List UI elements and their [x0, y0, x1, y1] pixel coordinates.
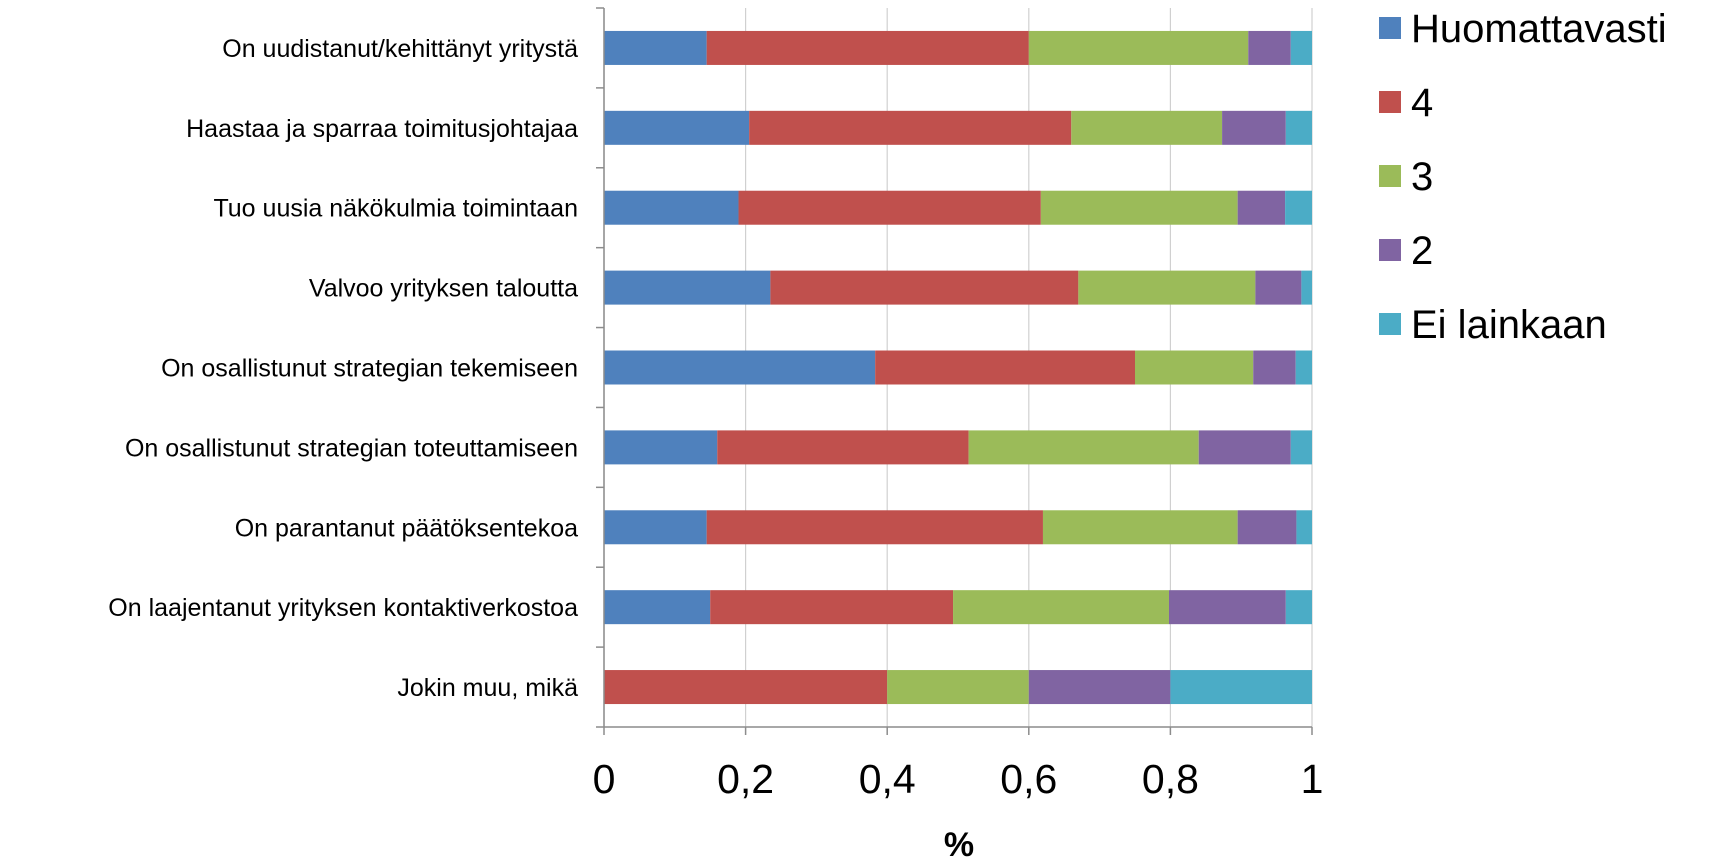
bar-segment-1-3: [1222, 110, 1286, 145]
bar-segment-3-1: [770, 270, 1079, 305]
bar-segment-8-2: [887, 670, 1029, 705]
bar-segment-2-3: [1237, 190, 1286, 225]
category-label-4: On osallistunut strategian tekemiseen: [161, 355, 578, 383]
bar-segment-4-2: [1135, 350, 1254, 385]
bar-segment-8-4: [1170, 670, 1312, 705]
bar-segment-6-4: [1296, 510, 1312, 545]
legend-label-4: Ei lainkaan: [1411, 303, 1607, 347]
category-label-7: On laajentanut yrityksen kontaktiverkost…: [108, 594, 578, 622]
legend-swatch-3: [1379, 239, 1401, 261]
bar-segment-8-1: [604, 670, 888, 705]
bar-segment-5-4: [1290, 430, 1312, 465]
bar-segment-1-4: [1285, 110, 1312, 145]
bar-segment-2-1: [738, 190, 1041, 225]
bar-segment-6-3: [1237, 510, 1297, 545]
legend-swatch-0: [1379, 17, 1401, 39]
bars-group: [604, 30, 1312, 705]
legend-label-2: 3: [1411, 155, 1433, 199]
bar-segment-2-4: [1285, 190, 1312, 225]
legend-swatch-4: [1379, 313, 1401, 335]
category-label-2: Tuo uusia näkökulmia toimintaan: [213, 195, 578, 223]
bar-segment-1-0: [604, 110, 750, 145]
bar-segment-0-2: [1028, 30, 1249, 65]
bar-segment-3-2: [1078, 270, 1256, 305]
bar-segment-4-4: [1295, 350, 1312, 385]
bar-segment-4-3: [1253, 350, 1296, 385]
bar-segment-1-1: [749, 110, 1072, 145]
x-axis-title: %: [944, 826, 974, 864]
category-label-3: Valvoo yrityksen taloutta: [309, 275, 578, 303]
legend-label-0: Huomattavasti: [1411, 7, 1667, 51]
bar-segment-7-2: [953, 590, 1169, 625]
bar-segment-7-3: [1168, 590, 1286, 625]
bar-segment-6-0: [604, 510, 707, 545]
bar-segment-7-1: [710, 590, 954, 625]
x-tick-label-1: 0,2: [717, 756, 774, 802]
legend-swatch-1: [1379, 91, 1401, 113]
bar-segment-3-3: [1255, 270, 1302, 305]
bar-segment-7-4: [1285, 590, 1312, 625]
tick-labels-group: 0 0,2 0,4 0,6 0,8 1: [593, 756, 1324, 802]
legend-group: Huomattavasti 4 3 2 Ei lainkaan: [1379, 7, 1667, 347]
bar-segment-2-2: [1040, 190, 1238, 225]
category-label-8: Jokin muu, mikä: [397, 674, 578, 702]
bar-segment-3-4: [1301, 270, 1312, 305]
bar-segment-1-2: [1071, 110, 1223, 145]
category-label-5: On osallistunut strategian toteuttamisee…: [125, 434, 578, 462]
bar-segment-6-2: [1042, 510, 1238, 545]
bar-segment-3-0: [604, 270, 771, 305]
category-labels-group: On uudistanut/kehittänyt yritystä Haastaa…: [108, 35, 578, 702]
bar-segment-8-3: [1028, 670, 1171, 705]
bar-segment-4-0: [604, 350, 876, 385]
legend-label-3: 2: [1411, 229, 1433, 273]
bar-segment-0-0: [604, 30, 707, 65]
bar-segment-4-1: [875, 350, 1135, 385]
legend-swatch-2: [1379, 165, 1401, 187]
x-tick-label-5: 1: [1301, 756, 1324, 802]
x-tick-label-0: 0: [593, 756, 616, 802]
bar-segment-5-0: [604, 430, 718, 465]
x-tick-label-3: 0,6: [1000, 756, 1057, 802]
bar-segment-0-4: [1290, 30, 1312, 65]
bar-segment-7-0: [604, 590, 711, 625]
axes-group: [596, 7, 1313, 735]
category-label-1: Haastaa ja sparraa toimitusjohtajaa: [186, 115, 578, 143]
bar-segment-5-1: [717, 430, 969, 465]
category-label-6: On parantanut päätöksentekoa: [235, 514, 578, 542]
bar-segment-6-1: [706, 510, 1043, 545]
bar-segment-5-2: [968, 430, 1199, 465]
legend-label-1: 4: [1411, 81, 1433, 125]
category-label-0: On uudistanut/kehittänyt yritystä: [222, 35, 578, 63]
bar-segment-0-1: [706, 30, 1029, 65]
x-tick-label-4: 0,8: [1142, 756, 1199, 802]
bar-segment-2-0: [604, 190, 739, 225]
bar-segment-5-3: [1198, 430, 1291, 465]
bar-segment-0-3: [1248, 30, 1291, 65]
x-tick-label-2: 0,4: [859, 756, 916, 802]
